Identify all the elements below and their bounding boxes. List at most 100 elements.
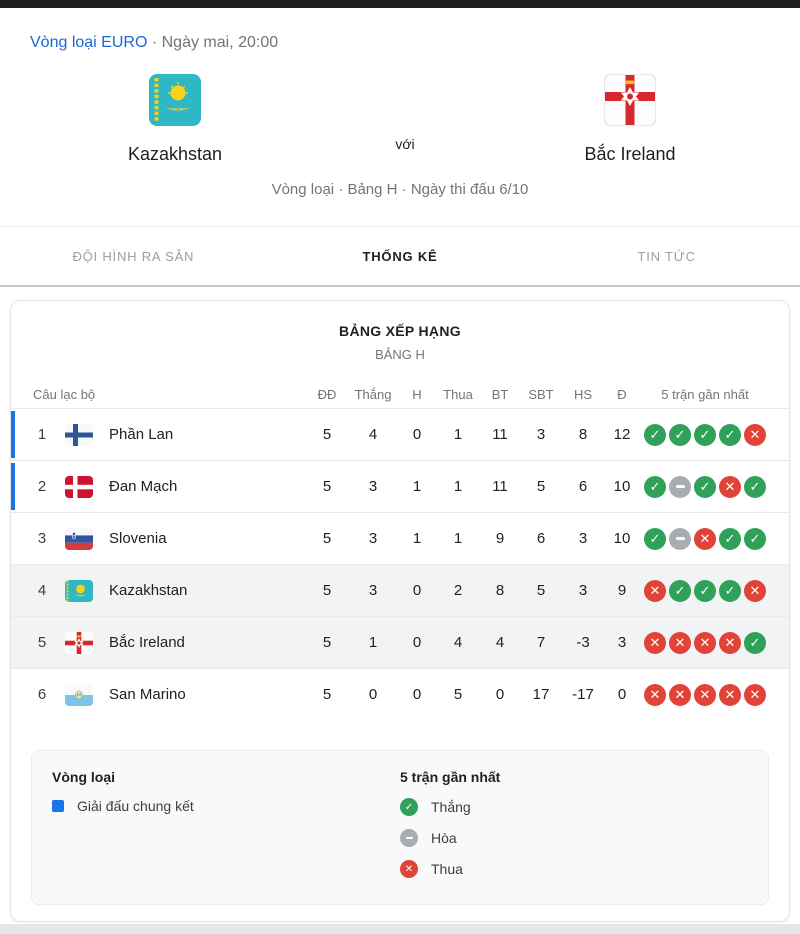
form-win-icon: ✓ [694, 579, 716, 602]
legend-qualification: Vòng loại Giải đấu chung kết [52, 769, 400, 878]
legend-item-win: ✓ Thắng [400, 798, 748, 816]
col-goals-for: BT [491, 386, 509, 402]
stat-points: 10 [613, 478, 631, 495]
form-win-icon: ✓ [694, 423, 716, 446]
away-team-name: Bắc Ireland [584, 144, 676, 164]
form-loss-icon: ✕ [669, 683, 691, 706]
club-cell: 6 San Marino [31, 683, 307, 706]
stat-goals-against: 6 [536, 530, 546, 547]
rank: 2 [37, 478, 47, 495]
stat-goal-diff: 6 [578, 478, 588, 495]
stat-goal-diff: 8 [578, 426, 588, 443]
stat-played: 5 [322, 686, 332, 703]
legend-box: Vòng loại Giải đấu chung kết 5 trận gần … [31, 750, 769, 905]
rank: 4 [37, 582, 47, 599]
slovenia-flag-icon [65, 527, 93, 550]
qualification-bar [11, 411, 15, 458]
col-won: Thắng [354, 386, 392, 402]
form-draw-icon [669, 527, 691, 550]
stat-draw: 0 [412, 686, 422, 703]
form-loss-icon: ✕ [719, 475, 741, 498]
stat-points: 10 [613, 530, 631, 547]
col-club: Câu lạc bộ [33, 386, 96, 402]
stat-lost: 5 [453, 686, 463, 703]
team-name: Kazakhstan [109, 582, 188, 599]
table-row[interactable]: 1 Phần Lan 5 4 0 1 11 3 8 12 ✓ ✓ ✓ ✓ ✕ [11, 408, 789, 460]
form-loss-icon: ✕ [644, 631, 666, 654]
club-cell: 4 Kazakhstan [31, 579, 307, 602]
stat-played: 5 [322, 426, 332, 443]
col-played: ĐĐ [317, 386, 337, 402]
stat-points: 3 [617, 634, 627, 651]
versus-label: với [395, 136, 415, 152]
stat-points: 12 [613, 426, 631, 443]
tab-news[interactable]: TIN TỨC [637, 248, 696, 264]
stat-draw: 0 [412, 582, 422, 599]
northern-ireland-flag-icon [65, 631, 93, 654]
form-win-icon: ✓ [644, 527, 666, 550]
legend-item-win-label: Thắng [431, 799, 471, 815]
match-header: Vòng loại EURO · Ngày mai, 20:00 Kazakhs… [0, 8, 800, 226]
col-draw: H [412, 386, 422, 402]
tab-lineups[interactable]: ĐỘI HÌNH RA SÂN [72, 248, 195, 264]
stat-lost: 1 [453, 530, 463, 547]
form-loss-icon: ✕ [644, 683, 666, 706]
rank: 3 [37, 530, 47, 547]
competition-link[interactable]: Vòng loại EURO [30, 34, 148, 51]
table-row[interactable]: 4 Kazakhstan 5 3 0 2 8 5 3 9 ✕ ✓ ✓ ✓ ✕ [11, 564, 789, 616]
rank: 6 [37, 686, 47, 703]
win-check-icon: ✓ [400, 798, 418, 816]
san-marino-flag-icon [65, 683, 93, 706]
form-cell: ✓ ✓ ✕ ✓ [641, 475, 769, 498]
legend-item-draw: Hòa [400, 829, 748, 847]
stat-won: 4 [368, 426, 378, 443]
stat-goals-against: 17 [532, 686, 550, 703]
team-name: Đan Mạch [109, 478, 178, 495]
form-loss-icon: ✕ [744, 683, 766, 706]
table-header-row: Câu lạc bộ ĐĐ Thắng H Thua BT SBT HS Đ 5… [11, 380, 789, 408]
legend-form: 5 trận gần nhất ✓ Thắng Hòa ✕ Thua [400, 769, 748, 878]
form-loss-icon: ✕ [744, 579, 766, 602]
table-row[interactable]: 2 Đan Mạch 5 3 1 1 11 5 6 10 ✓ ✓ ✕ ✓ [11, 460, 789, 512]
stat-draw: 1 [412, 530, 422, 547]
team-name: Bắc Ireland [109, 634, 185, 651]
form-draw-icon [669, 475, 691, 498]
form-win-icon: ✓ [719, 527, 741, 550]
stat-won: 3 [368, 530, 378, 547]
table-row[interactable]: 6 San Marino 5 0 0 5 0 17 -17 0 ✕ ✕ ✕ ✕ ✕ [11, 668, 789, 720]
stat-points: 0 [617, 686, 627, 703]
form-win-icon: ✓ [694, 475, 716, 498]
form-loss-icon: ✕ [719, 631, 741, 654]
stat-points: 9 [617, 582, 627, 599]
stat-goals-for: 11 [492, 478, 508, 495]
stat-goal-diff: -3 [576, 634, 590, 651]
club-cell: 3 Slovenia [31, 527, 307, 550]
stat-goals-for: 11 [492, 426, 508, 443]
table-body: 1 Phần Lan 5 4 0 1 11 3 8 12 ✓ ✓ ✓ ✓ ✕ 2 Đan Mạch 5 3 1 1 11 5… [11, 408, 789, 720]
form-cell: ✕ ✕ ✕ ✕ ✓ [641, 631, 769, 654]
stat-won: 3 [368, 478, 378, 495]
kazakhstan-flag-icon [65, 579, 93, 602]
home-team[interactable]: Kazakhstan [30, 74, 320, 165]
stat-goals-against: 5 [536, 582, 546, 599]
stat-lost: 1 [453, 426, 463, 443]
form-win-icon: ✓ [744, 631, 766, 654]
tab-stats[interactable]: THỐNG KÊ [362, 248, 438, 264]
form-win-icon: ✓ [644, 475, 666, 498]
qualification-bar [11, 463, 15, 510]
legend-qualification-title: Vòng loại [52, 769, 115, 785]
form-cell: ✕ ✕ ✕ ✕ ✕ [641, 683, 769, 706]
table-row[interactable]: 3 Slovenia 5 3 1 1 9 6 3 10 ✓ ✕ ✓ ✓ [11, 512, 789, 564]
home-team-name: Kazakhstan [127, 144, 223, 164]
blue-square-icon [52, 800, 64, 812]
away-team[interactable]: Bắc Ireland [490, 74, 770, 165]
club-cell: 2 Đan Mạch [31, 475, 307, 498]
form-win-icon: ✓ [719, 423, 741, 446]
kazakhstan-flag-icon [149, 74, 201, 126]
form-cell: ✓ ✕ ✓ ✓ [641, 527, 769, 550]
match-row: Kazakhstan với Bắc Ireland [30, 74, 770, 165]
form-cell: ✓ ✓ ✓ ✓ ✕ [641, 423, 769, 446]
legend-item-loss: ✕ Thua [400, 860, 748, 878]
table-row[interactable]: 5 Bắc Ireland 5 1 0 4 4 7 -3 3 ✕ ✕ ✕ ✕ ✓ [11, 616, 789, 668]
form-win-icon: ✓ [669, 579, 691, 602]
